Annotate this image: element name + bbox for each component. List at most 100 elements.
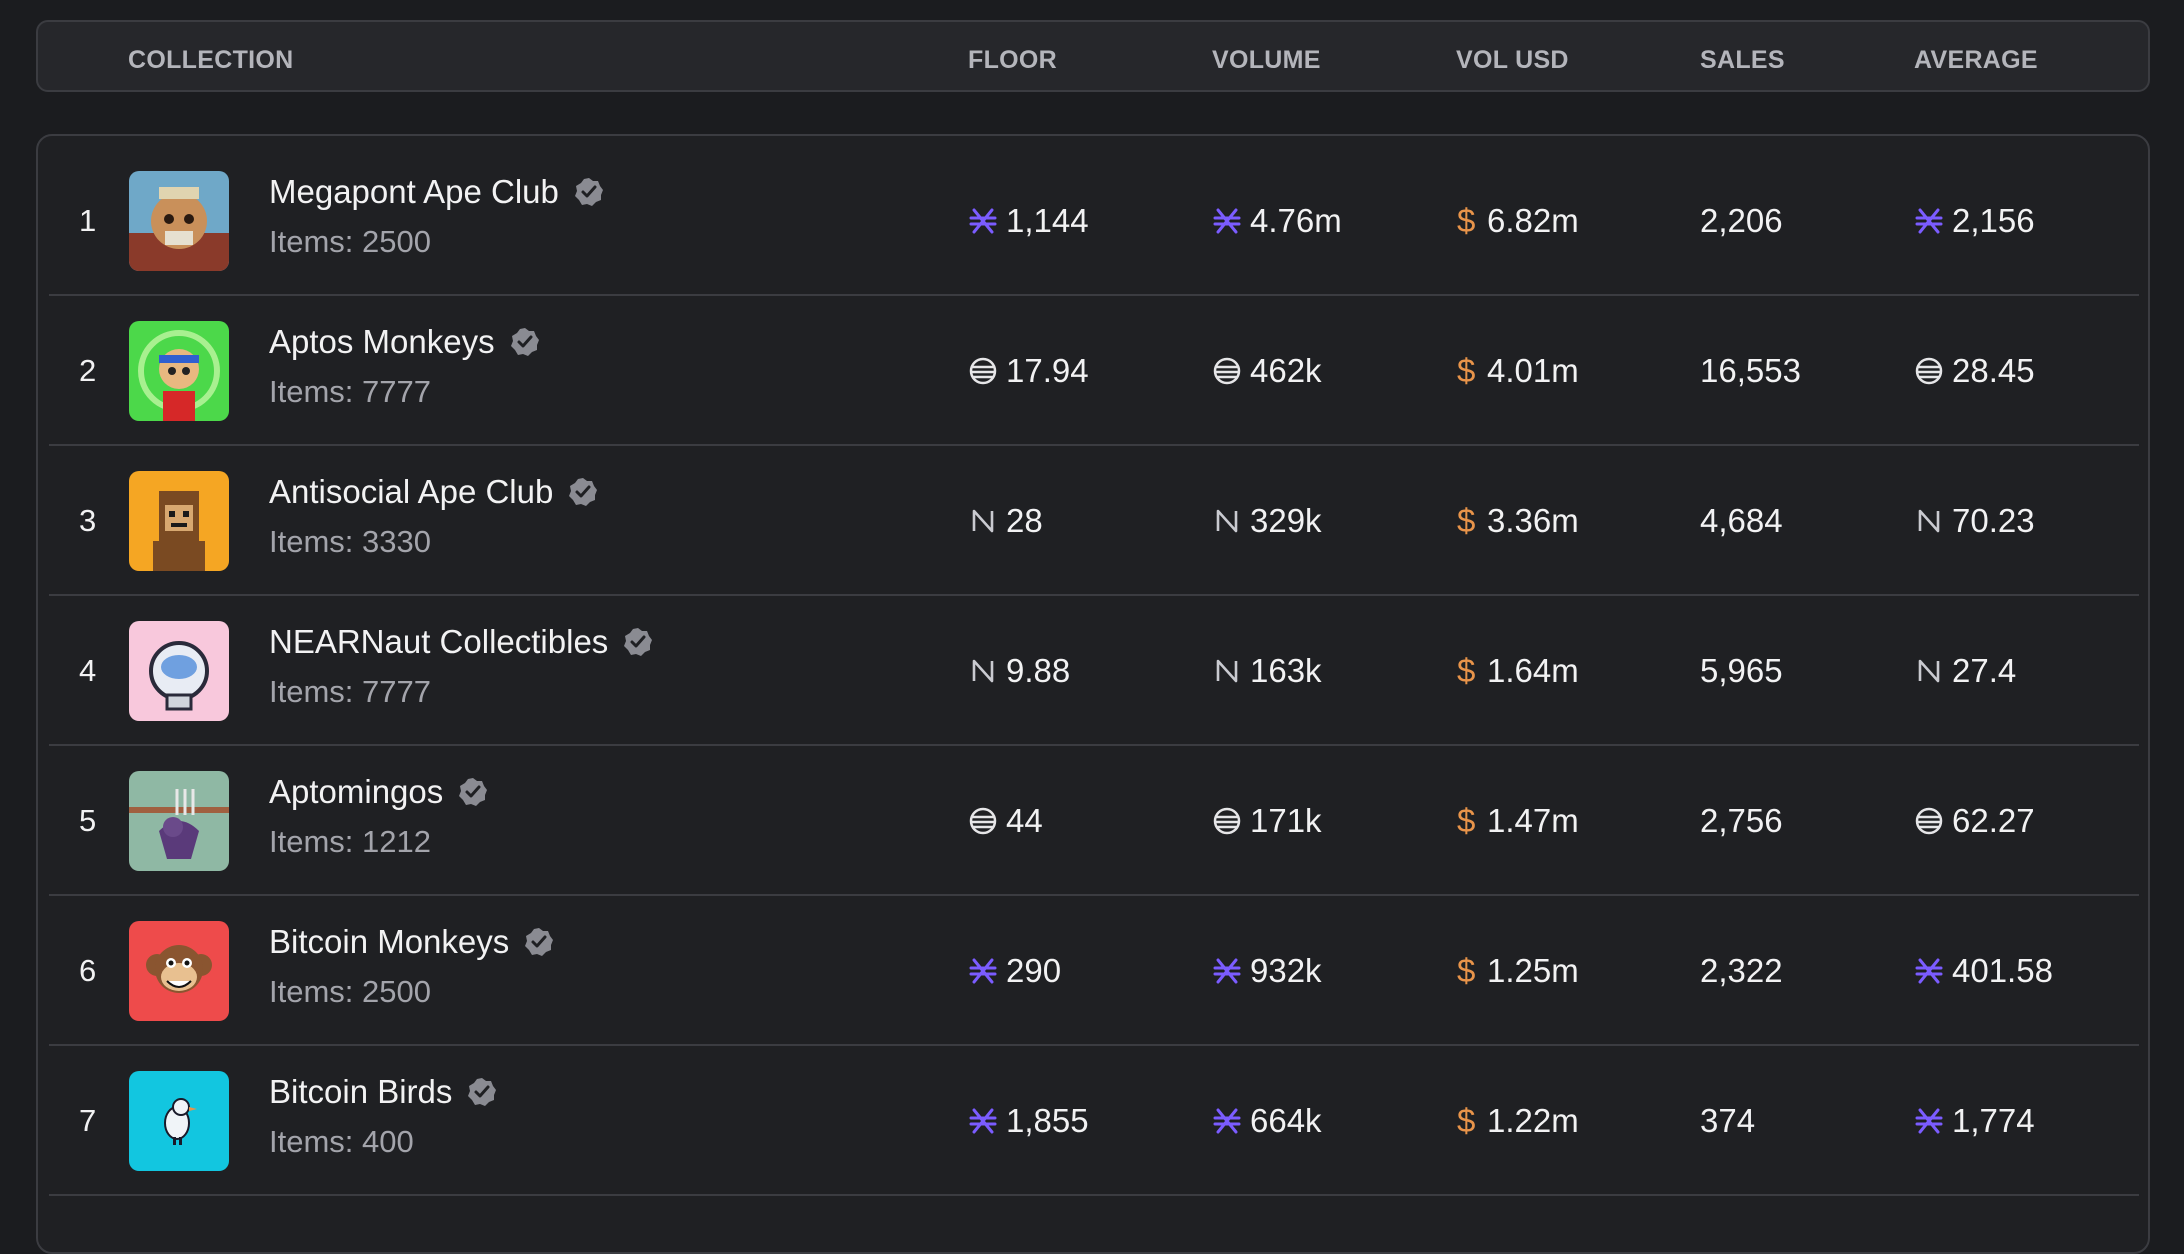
volume-value: 171k bbox=[1250, 802, 1322, 839]
aptos-icon bbox=[1914, 356, 1944, 386]
vol-usd-value: 1.64m bbox=[1487, 652, 1579, 689]
verified-badge-icon bbox=[523, 926, 555, 958]
vol-usd-value: 4.01m bbox=[1487, 352, 1579, 389]
items-count: Items: 3330 bbox=[269, 524, 431, 559]
volume-value: 462k bbox=[1250, 352, 1322, 389]
near-icon bbox=[1914, 506, 1944, 536]
floor-cell: 9.88 bbox=[968, 596, 1070, 746]
ape-avatar-icon[interactable] bbox=[129, 171, 229, 271]
table-row[interactable]: 5 Aptomingos Items: 1212 44 171k 62.27 $1… bbox=[49, 746, 2139, 896]
table-row[interactable]: 6 Bitcoin Monkeys Items: 2500 290 932k 4… bbox=[49, 896, 2139, 1046]
volume-value: 163k bbox=[1250, 652, 1322, 689]
flamingo-avatar-icon[interactable] bbox=[129, 771, 229, 871]
collection-name[interactable]: Aptomingos bbox=[269, 770, 489, 814]
stacks-icon bbox=[1212, 956, 1242, 986]
volume-cell: 163k bbox=[1212, 596, 1322, 746]
table-row[interactable]: 3 Antisocial Ape Club Items: 3330 28 329… bbox=[49, 446, 2139, 596]
stacks-icon bbox=[1212, 206, 1242, 236]
sales-cell: 16,553 bbox=[1700, 352, 1801, 389]
floor-value: 290 bbox=[1006, 952, 1062, 989]
rank-number: 4 bbox=[79, 653, 97, 688]
average-value: 1,774 bbox=[1952, 1102, 2035, 1139]
collection-name-text[interactable]: Aptos Monkeys bbox=[269, 323, 495, 360]
floor-value: 17.94 bbox=[1006, 352, 1089, 389]
sales-cell: 4,684 bbox=[1700, 502, 1783, 539]
table-row[interactable]: 7 Bitcoin Birds Items: 400 1,855 664k 1,… bbox=[49, 1046, 2139, 1196]
average-value: 28.45 bbox=[1952, 352, 2035, 389]
volume-value: 932k bbox=[1250, 952, 1322, 989]
aptos-icon bbox=[968, 356, 998, 386]
near-icon bbox=[968, 656, 998, 686]
average-cell: 401.58 bbox=[1914, 896, 2053, 1046]
floor-value: 9.88 bbox=[1006, 652, 1071, 689]
astronaut-avatar-icon[interactable] bbox=[129, 621, 229, 721]
collection-name[interactable]: Antisocial Ape Club bbox=[269, 470, 599, 514]
average-value: 62.27 bbox=[1952, 802, 2035, 839]
collection-name-text[interactable]: Megapont Ape Club bbox=[269, 173, 559, 210]
items-count: Items: 2500 bbox=[269, 974, 431, 1009]
column-header-sales[interactable]: SALES bbox=[1700, 46, 1785, 74]
collection-name[interactable]: Bitcoin Monkeys bbox=[269, 920, 555, 964]
vol-usd-cell: $1.25m bbox=[1457, 896, 1579, 1046]
collection-name-text[interactable]: NEARNaut Collectibles bbox=[269, 623, 609, 660]
verified-badge-icon bbox=[622, 626, 654, 658]
items-count: Items: 7777 bbox=[269, 374, 431, 409]
items-count: Items: 400 bbox=[269, 1124, 414, 1159]
vol-usd-cell: $1.22m bbox=[1457, 1046, 1579, 1196]
bitcoin-monkey-avatar-icon[interactable] bbox=[129, 921, 229, 1021]
collection-name[interactable]: Megapont Ape Club bbox=[269, 170, 605, 214]
verified-badge-icon bbox=[457, 776, 489, 808]
vol-usd-value: 1.47m bbox=[1487, 802, 1579, 839]
rank-number: 5 bbox=[79, 803, 97, 838]
vol-usd-cell: $3.36m bbox=[1457, 446, 1579, 596]
vol-usd-value: 6.82m bbox=[1487, 202, 1579, 239]
pixel-ape-avatar-icon[interactable] bbox=[129, 471, 229, 571]
table-row[interactable]: 2 Aptos Monkeys Items: 7777 17.94 462k 2… bbox=[49, 296, 2139, 446]
volume-cell: 664k bbox=[1212, 1046, 1322, 1196]
table-row[interactable]: 1 Megapont Ape Club Items: 2500 1,144 4.… bbox=[49, 146, 2139, 296]
column-header-floor[interactable]: FLOOR bbox=[968, 46, 1057, 74]
dollar-icon: $ bbox=[1457, 1102, 1476, 1139]
monkey-avatar-icon[interactable] bbox=[129, 321, 229, 421]
collection-name[interactable]: NEARNaut Collectibles bbox=[269, 620, 654, 664]
floor-value: 1,144 bbox=[1006, 202, 1089, 239]
average-cell: 1,774 bbox=[1914, 1046, 2035, 1196]
collection-name-text[interactable]: Bitcoin Monkeys bbox=[269, 923, 510, 960]
floor-cell: 17.94 bbox=[968, 296, 1089, 446]
column-header-average[interactable]: AVERAGE bbox=[1914, 46, 2038, 74]
volume-value: 4.76m bbox=[1250, 202, 1342, 239]
collection-name[interactable]: Aptos Monkeys bbox=[269, 320, 541, 364]
verified-badge-icon bbox=[567, 476, 599, 508]
stacks-icon bbox=[1914, 1106, 1944, 1136]
table-row[interactable]: 4 NEARNaut Collectibles Items: 7777 9.88… bbox=[49, 596, 2139, 746]
dollar-icon: $ bbox=[1457, 352, 1476, 389]
volume-cell: 171k bbox=[1212, 746, 1322, 896]
column-header-vol-usd[interactable]: VOL USD bbox=[1456, 46, 1569, 74]
average-value: 2,156 bbox=[1952, 202, 2035, 239]
column-header-volume[interactable]: VOLUME bbox=[1212, 46, 1321, 74]
volume-cell: 932k bbox=[1212, 896, 1322, 1046]
sales-cell: 2,756 bbox=[1700, 802, 1783, 839]
vol-usd-value: 1.25m bbox=[1487, 952, 1579, 989]
dollar-icon: $ bbox=[1457, 802, 1476, 839]
average-cell: 62.27 bbox=[1914, 746, 2035, 896]
collection-name-text[interactable]: Antisocial Ape Club bbox=[269, 473, 554, 510]
floor-cell: 28 bbox=[968, 446, 1043, 596]
volume-cell: 329k bbox=[1212, 446, 1322, 596]
sales-cell: 2,322 bbox=[1700, 952, 1783, 989]
vol-usd-cell: $1.64m bbox=[1457, 596, 1579, 746]
aptos-icon bbox=[1212, 806, 1242, 836]
dollar-icon: $ bbox=[1457, 652, 1476, 689]
near-icon bbox=[1212, 506, 1242, 536]
bird-avatar-icon[interactable] bbox=[129, 1071, 229, 1171]
vol-usd-value: 3.36m bbox=[1487, 502, 1579, 539]
verified-badge-icon bbox=[573, 176, 605, 208]
floor-value: 44 bbox=[1006, 802, 1043, 839]
column-header-collection[interactable]: COLLECTION bbox=[128, 46, 294, 74]
floor-value: 1,855 bbox=[1006, 1102, 1089, 1139]
collection-name-text[interactable]: Bitcoin Birds bbox=[269, 1073, 453, 1110]
floor-cell: 290 bbox=[968, 896, 1061, 1046]
near-icon bbox=[968, 506, 998, 536]
collection-name[interactable]: Bitcoin Birds bbox=[269, 1070, 498, 1114]
collection-name-text[interactable]: Aptomingos bbox=[269, 773, 444, 810]
